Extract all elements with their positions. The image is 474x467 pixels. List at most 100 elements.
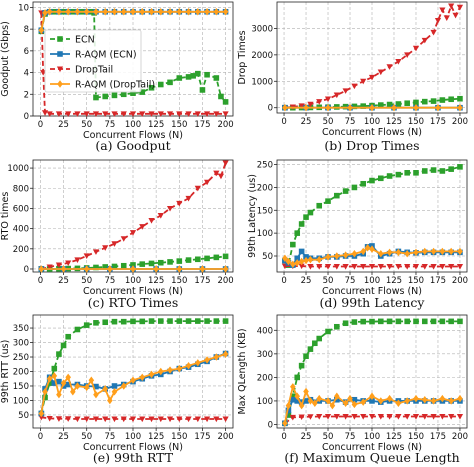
data-point — [395, 318, 402, 325]
data-point — [448, 318, 454, 325]
data-point — [176, 364, 183, 373]
data-point — [65, 8, 71, 16]
data-point — [434, 18, 442, 24]
data-point — [60, 379, 67, 387]
data-point — [324, 264, 332, 270]
data-point — [303, 353, 309, 359]
data-point — [413, 248, 419, 257]
x-tick-label: 50 — [81, 432, 92, 442]
data-point — [157, 318, 164, 324]
data-point — [360, 247, 366, 256]
series-r-aqm-droptail- — [282, 244, 463, 268]
data-point — [204, 71, 210, 78]
data-point — [298, 248, 305, 255]
x-tick-label: 150 — [171, 276, 187, 286]
data-point — [404, 264, 411, 270]
data-point — [294, 398, 301, 404]
y-tick-label: 200 — [13, 368, 29, 378]
x-tick-label: 125 — [148, 276, 164, 286]
x-tick-label: 100 — [125, 276, 141, 286]
data-point — [102, 385, 109, 393]
data-point — [185, 195, 192, 202]
data-point — [130, 376, 136, 384]
data-point — [167, 79, 173, 86]
data-point — [448, 264, 455, 270]
data-point — [93, 320, 99, 326]
data-point — [74, 326, 81, 333]
data-point — [282, 419, 288, 428]
data-point — [421, 413, 428, 420]
data-point — [298, 263, 305, 270]
data-point — [130, 318, 136, 325]
data-point — [185, 74, 192, 80]
data-point — [51, 372, 58, 380]
data-point — [139, 261, 146, 267]
x-tick-label: 125 — [386, 276, 402, 286]
y-tick-label: 250 — [257, 161, 273, 171]
data-point — [368, 74, 376, 81]
series-line — [284, 320, 460, 424]
data-point — [316, 413, 323, 420]
data-point — [448, 166, 454, 172]
data-point — [111, 318, 118, 325]
data-point — [404, 170, 410, 176]
y-tick-label: 4 — [24, 69, 29, 79]
data-point — [294, 230, 301, 236]
series-r-aqm-droptail- — [282, 103, 463, 112]
data-point — [430, 167, 437, 173]
series-droptail — [281, 263, 464, 270]
data-point — [439, 318, 446, 325]
data-point — [194, 416, 201, 423]
data-point — [38, 26, 45, 34]
data-point — [334, 392, 340, 400]
y-axis-label: Max QLength (KB) — [237, 328, 248, 414]
data-point — [378, 397, 384, 405]
data-point — [129, 230, 137, 236]
data-point — [176, 200, 183, 207]
data-point — [316, 202, 323, 209]
y-axis-label: 99th RTT (us) — [0, 340, 11, 404]
x-tick-label: 0 — [38, 432, 43, 442]
panel-caption: (c) RTO Times — [88, 295, 178, 310]
data-point — [74, 111, 81, 117]
data-point — [218, 93, 224, 100]
x-tick-label: 50 — [323, 276, 334, 286]
data-point — [421, 247, 428, 256]
data-point — [120, 416, 127, 423]
data-point — [298, 414, 305, 421]
data-point — [157, 8, 164, 16]
data-point — [83, 383, 90, 392]
legend-marker — [57, 80, 63, 88]
data-point — [329, 401, 336, 410]
x-tick-label: 125 — [148, 120, 164, 130]
y-tick-label: 50 — [262, 252, 273, 262]
data-point — [368, 264, 376, 270]
data-point — [294, 259, 301, 267]
data-point — [377, 69, 384, 76]
y-tick-label: 1000 — [251, 77, 273, 87]
data-point — [74, 257, 81, 263]
panel-caption: (e) 99th RTT — [93, 450, 174, 465]
x-tick-label: 75 — [104, 120, 115, 130]
data-point — [185, 318, 192, 324]
data-point — [88, 376, 95, 384]
data-point — [342, 399, 349, 408]
data-point — [378, 175, 384, 182]
data-point — [157, 259, 164, 266]
data-point — [386, 101, 393, 108]
x-tick-label: 100 — [125, 120, 141, 130]
y-tick-label: 0 — [24, 265, 29, 275]
data-point — [360, 264, 367, 270]
data-point — [369, 392, 375, 400]
data-point — [74, 8, 81, 16]
data-point — [439, 97, 446, 103]
x-tick-label: 200 — [452, 276, 468, 286]
data-point — [83, 265, 90, 273]
data-point — [83, 253, 90, 259]
data-point — [111, 388, 118, 396]
panel-caption: (f) Maximum Queue Length — [284, 450, 459, 465]
data-point — [334, 252, 340, 260]
data-point — [139, 111, 146, 117]
data-point — [111, 416, 118, 423]
